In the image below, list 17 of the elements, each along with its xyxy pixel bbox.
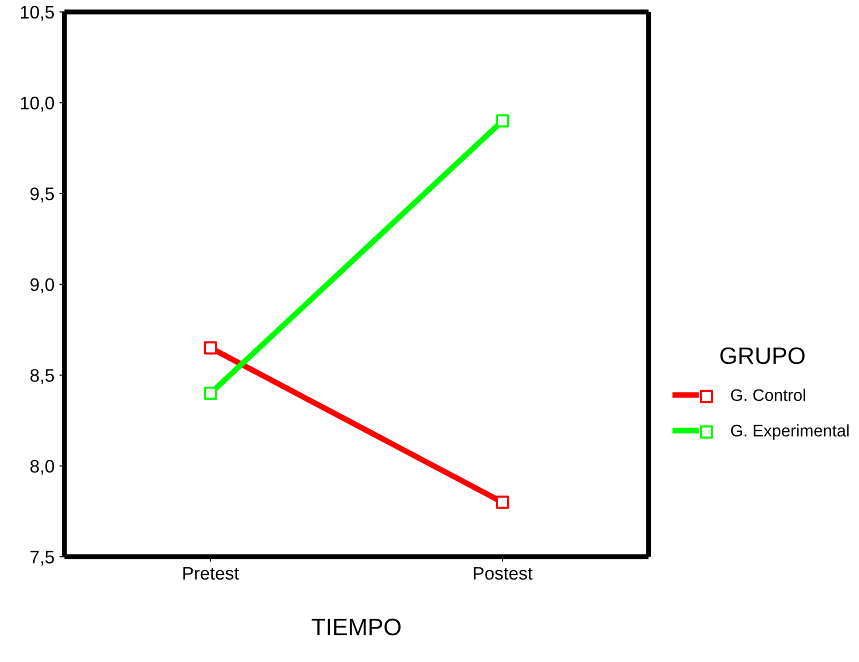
legend-title: GRUPO: [720, 347, 805, 364]
x-tick-label: Postest: [474, 567, 532, 580]
point: [204, 341, 218, 354]
y-tick-label: 8,5: [30, 369, 54, 384]
x-axis-title: TIEMPO: [312, 618, 401, 636]
y-tick-label: 9,5: [30, 187, 54, 202]
y-tick-label: 7,5: [30, 550, 54, 566]
point: [496, 496, 510, 509]
y-tick-label: 10,0: [20, 96, 54, 112]
y-tick-label: 9,0: [30, 278, 54, 294]
x-tick-label: Pretest: [183, 567, 239, 580]
legend-label: G. Control: [731, 388, 806, 402]
point: [496, 114, 510, 128]
y-tick-label: 10,5: [20, 6, 54, 21]
legend-label: G. Experimental: [731, 424, 849, 440]
y-tick-label: 8,0: [30, 460, 54, 475]
point: [204, 386, 218, 400]
